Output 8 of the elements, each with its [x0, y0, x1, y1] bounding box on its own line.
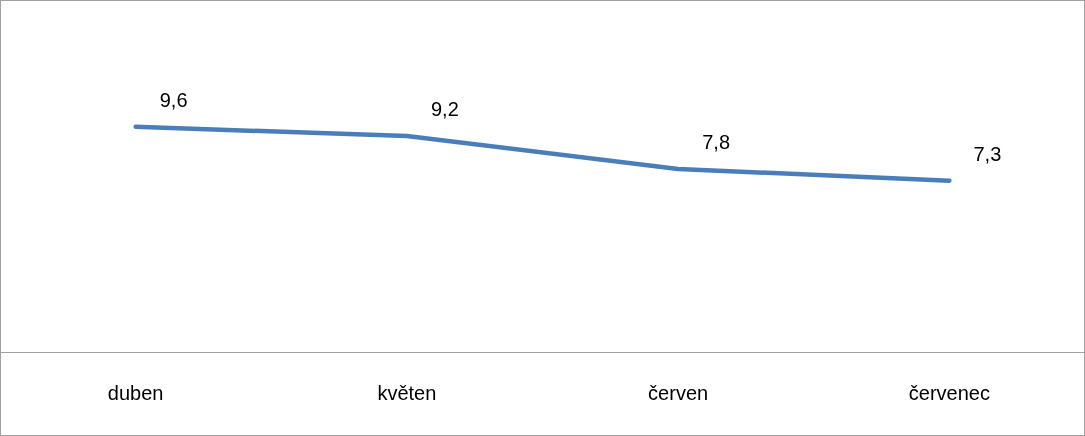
data-label: 9,6 [159, 88, 188, 111]
x-tick-label: červen [648, 381, 709, 404]
x-tick-label: květen [377, 381, 437, 404]
data-label: 9,2 [430, 98, 459, 121]
data-label: 7,3 [973, 142, 1002, 165]
x-tick-label: duben [107, 381, 164, 404]
x-tick-label: červenec [908, 381, 990, 404]
data-label: 7,8 [702, 130, 731, 153]
